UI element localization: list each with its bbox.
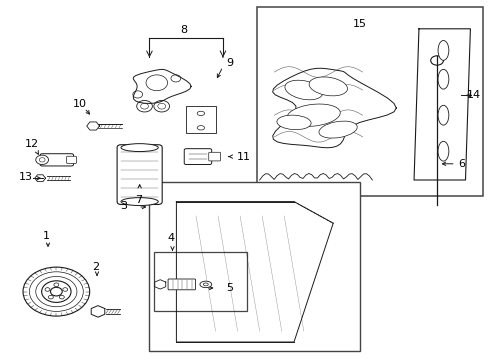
FancyBboxPatch shape bbox=[209, 152, 221, 161]
Ellipse shape bbox=[438, 41, 449, 60]
Text: 14: 14 bbox=[467, 90, 481, 100]
Text: 8: 8 bbox=[180, 24, 187, 35]
FancyBboxPatch shape bbox=[117, 145, 162, 204]
Text: 3: 3 bbox=[120, 201, 127, 211]
Ellipse shape bbox=[285, 80, 323, 100]
Text: 15: 15 bbox=[353, 19, 367, 30]
Text: 13: 13 bbox=[19, 172, 32, 183]
Ellipse shape bbox=[121, 198, 158, 206]
Ellipse shape bbox=[319, 121, 357, 138]
Ellipse shape bbox=[203, 283, 208, 286]
Text: 1: 1 bbox=[43, 231, 50, 241]
Ellipse shape bbox=[197, 111, 205, 116]
Ellipse shape bbox=[438, 141, 449, 161]
Circle shape bbox=[36, 155, 49, 165]
Bar bbox=[149, 182, 360, 351]
Text: 9: 9 bbox=[226, 58, 233, 68]
Bar bbox=[154, 252, 247, 311]
Ellipse shape bbox=[287, 104, 340, 126]
Ellipse shape bbox=[121, 144, 158, 152]
FancyBboxPatch shape bbox=[67, 156, 76, 163]
Text: 11: 11 bbox=[237, 152, 251, 162]
Ellipse shape bbox=[438, 69, 449, 89]
Text: 7: 7 bbox=[135, 195, 142, 205]
Ellipse shape bbox=[197, 126, 205, 130]
Ellipse shape bbox=[200, 281, 212, 288]
Ellipse shape bbox=[277, 115, 311, 130]
Circle shape bbox=[39, 158, 45, 162]
FancyBboxPatch shape bbox=[168, 279, 196, 290]
Text: 6: 6 bbox=[458, 159, 465, 169]
FancyBboxPatch shape bbox=[40, 154, 74, 166]
Text: 10: 10 bbox=[73, 99, 86, 109]
Text: 5: 5 bbox=[226, 283, 233, 293]
Bar bbox=[186, 106, 216, 133]
Ellipse shape bbox=[438, 105, 449, 125]
Bar bbox=[257, 7, 483, 196]
Ellipse shape bbox=[309, 77, 347, 96]
FancyBboxPatch shape bbox=[184, 149, 212, 165]
Text: 12: 12 bbox=[25, 139, 39, 149]
Text: 4: 4 bbox=[168, 233, 174, 243]
Text: 2: 2 bbox=[93, 262, 99, 272]
